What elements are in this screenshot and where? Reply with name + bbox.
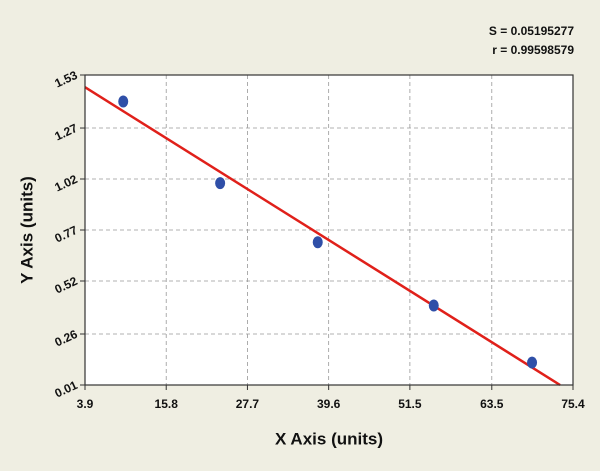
data-point — [312, 236, 323, 249]
y-axis-title: Y Axis (units) — [17, 176, 36, 284]
plot-border — [84, 74, 574, 386]
x-tick-label: 75.4 — [561, 397, 585, 411]
x-tick-label: 15.8 — [155, 397, 179, 411]
x-tick-label: 51.5 — [398, 397, 422, 411]
x-tick-label: 3.9 — [77, 397, 94, 411]
annotation: r = 0.99598579 — [492, 43, 574, 57]
data-point — [215, 177, 226, 190]
fit-line — [84, 86, 561, 387]
x-tick-label: 27.7 — [236, 397, 260, 411]
data-point — [527, 356, 538, 369]
x-axis-title: X Axis (units) — [275, 429, 383, 448]
x-tick-label: 63.5 — [480, 397, 504, 411]
x-tick-label: 39.6 — [317, 397, 341, 411]
marks — [84, 86, 561, 387]
annotation: S = 0.05195277 — [489, 24, 574, 38]
data-point — [428, 299, 439, 312]
data-point — [118, 95, 129, 108]
